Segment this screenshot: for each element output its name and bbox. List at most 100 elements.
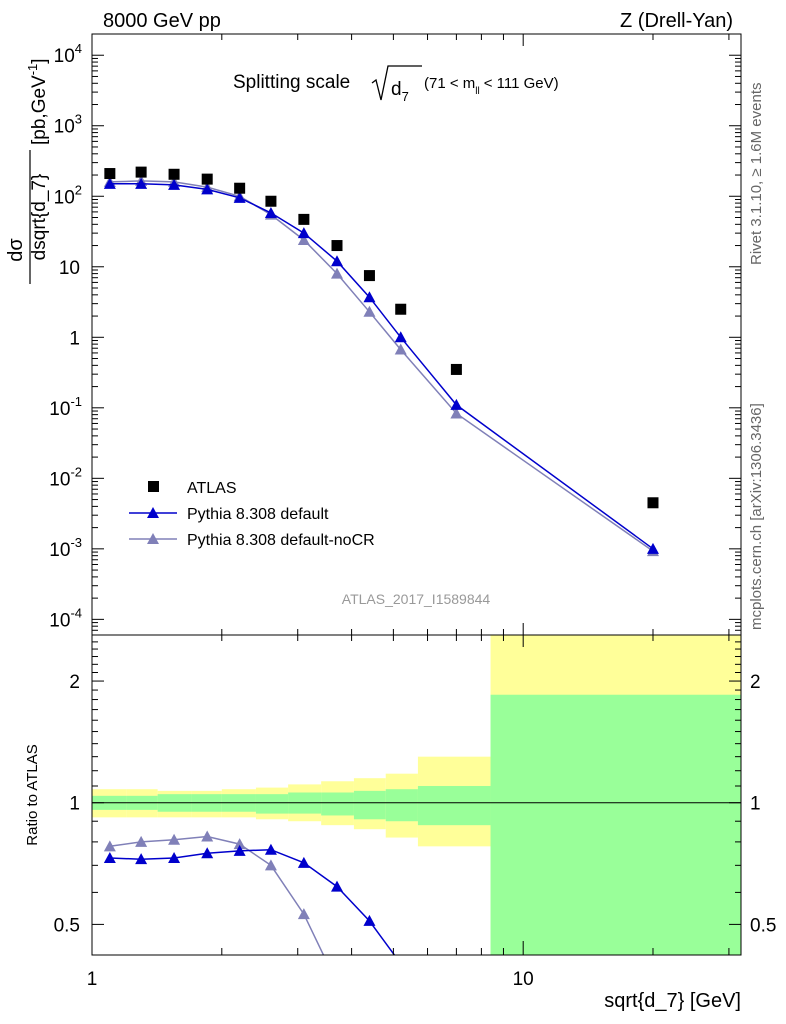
- data-point-atlas: [265, 195, 277, 207]
- main-y-tick-label: 104: [54, 41, 82, 67]
- ratio-y-tick-label: 1: [69, 794, 80, 815]
- svg-text:[pb,GeV-1]: [pb,GeV-1]: [25, 58, 50, 145]
- ratio-point-default: [264, 843, 277, 855]
- main-y-tick-exp: -1: [70, 394, 82, 409]
- data-point-nocr: [297, 233, 310, 245]
- ylabel-numerator: dσ: [5, 238, 27, 262]
- main-y-tick-exp: -3: [70, 535, 82, 550]
- main-y-tick-base: 10: [54, 46, 75, 67]
- ylabel-denominator: dsqrt{d_7}: [29, 174, 50, 261]
- ratio-frame: [91, 634, 742, 956]
- data-point-default: [135, 177, 148, 189]
- ratio-x-tick-label: 10: [513, 969, 534, 990]
- ylabel-units-exp: -1: [25, 64, 40, 76]
- ratio-point-nocr: [135, 835, 148, 847]
- data-point-default: [103, 177, 116, 189]
- main-y-tick-label: 10: [59, 258, 80, 279]
- main-y-tick-exp: 3: [75, 112, 82, 127]
- main-y-tick-exp: 2: [75, 182, 82, 197]
- ratio-y-tick-label: 0.5: [54, 915, 80, 936]
- ratio-point-nocr: [201, 830, 214, 842]
- ratio-point-default: [363, 914, 376, 926]
- ratio-point-nocr: [233, 838, 246, 850]
- green-uncertainty-band: [490, 694, 741, 955]
- ratio-ylabel: Ratio to ATLAS: [24, 744, 41, 845]
- green-uncertainty-band: [417, 785, 491, 826]
- data-point-default: [264, 206, 277, 218]
- title-d: d: [391, 79, 402, 100]
- legend-default-marker: [147, 507, 159, 518]
- legend-nocr-marker: [147, 533, 159, 544]
- data-point-default: [363, 291, 376, 303]
- data-point-atlas: [450, 363, 462, 375]
- legend-atlas-label: ATLAS: [187, 480, 237, 497]
- main-y-tick-base: 10: [49, 469, 70, 490]
- main-y-tick-base: 10: [49, 399, 70, 420]
- main-y-tick-base: 10: [49, 540, 70, 561]
- main-y-tick-label: 10-1: [49, 394, 82, 420]
- ratio-y-tick-label-right: 2: [750, 672, 761, 693]
- ratio-x-tick-label: 1: [87, 969, 98, 990]
- data-point-atlas: [104, 168, 116, 180]
- legend: ATLAS Pythia 8.308 default Pythia 8.308 …: [129, 480, 375, 549]
- main-y-tick-label: 10-2: [49, 464, 82, 490]
- data-point-atlas: [135, 166, 147, 178]
- analysis-watermark: ATLAS_2017_I1589844: [342, 591, 491, 607]
- data-point-default: [646, 542, 659, 554]
- x-axis-label: sqrt{d_7} [GeV]: [604, 990, 741, 1012]
- data-point-nocr: [394, 343, 407, 355]
- main-y-tick-label: 1: [69, 328, 80, 349]
- main-y-tick-base: 10: [54, 187, 75, 208]
- legend-default-label: Pythia 8.308 default: [187, 506, 329, 523]
- legend-nocr-label: Pythia 8.308 default-noCR: [187, 532, 375, 549]
- data-point-atlas: [168, 168, 180, 180]
- ratio-line-default: [109, 848, 396, 955]
- plot-title: Splitting scale d7 (71 < mll < 111 GeV): [233, 65, 559, 104]
- series-line-default: [109, 183, 654, 550]
- data-point-atlas: [363, 270, 375, 282]
- title-mass-range: (71 < m: [424, 75, 475, 92]
- sqrt-sign: [371, 65, 422, 101]
- green-uncertainty-band: [255, 794, 289, 814]
- data-point-nocr: [363, 305, 376, 317]
- header-energy: 8000 GeV pp: [103, 10, 221, 32]
- main-y-tick-label: 10-4: [49, 605, 82, 631]
- green-uncertainty-band: [321, 792, 354, 816]
- data-point-atlas: [201, 173, 213, 185]
- main-y-tick-base: 10: [59, 258, 80, 279]
- ratio-point-default: [135, 853, 148, 865]
- ylabel-units: [pb,GeV: [29, 75, 50, 145]
- ratio-point-default: [233, 844, 246, 856]
- legend-atlas-marker: [148, 481, 159, 492]
- ratio-point-default: [168, 851, 181, 863]
- rivet-label: Rivet 3.1.10, ≥ 1.6M events: [748, 83, 765, 266]
- main-y-tick-exp: 4: [75, 41, 82, 56]
- main-y-tick-exp: -4: [70, 605, 82, 620]
- green-uncertainty-band: [353, 790, 386, 820]
- svg-text:(71 < mll< 111 GeV): (71 < mll < 111 GeV): [424, 75, 559, 97]
- title-mass-range-end: < 111 GeV): [484, 75, 559, 92]
- data-point-atlas: [647, 497, 659, 509]
- main-y-tick-base: 10: [54, 117, 75, 138]
- title-ll-sub: ll: [475, 86, 479, 97]
- ratio-point-default: [103, 851, 116, 863]
- main-y-tick-base: 1: [69, 328, 80, 349]
- data-point-atlas: [298, 213, 310, 225]
- data-point-nocr: [331, 267, 344, 279]
- ratio-point-nocr: [297, 908, 310, 920]
- data-point-default: [394, 331, 407, 343]
- data-point-atlas: [331, 240, 343, 252]
- header-process: Z (Drell-Yan): [620, 10, 733, 32]
- title-d-sub: 7: [402, 89, 409, 104]
- ratio-y-tick-label-right: 1: [750, 794, 761, 815]
- main-y-tick-label: 103: [54, 112, 82, 138]
- main-ylabel: dσ dsqrt{d_7} [pb,GeV-1]: [5, 58, 50, 284]
- green-uncertainty-band: [385, 789, 418, 822]
- ratio-point-nocr: [168, 833, 181, 845]
- data-point-default: [297, 227, 310, 239]
- data-point-default: [201, 183, 214, 195]
- main-y-tick-base: 10: [49, 610, 70, 631]
- data-point-default: [450, 398, 463, 410]
- mcplots-label: mcplots.cern.ch [arXiv:1306.3436]: [748, 403, 765, 630]
